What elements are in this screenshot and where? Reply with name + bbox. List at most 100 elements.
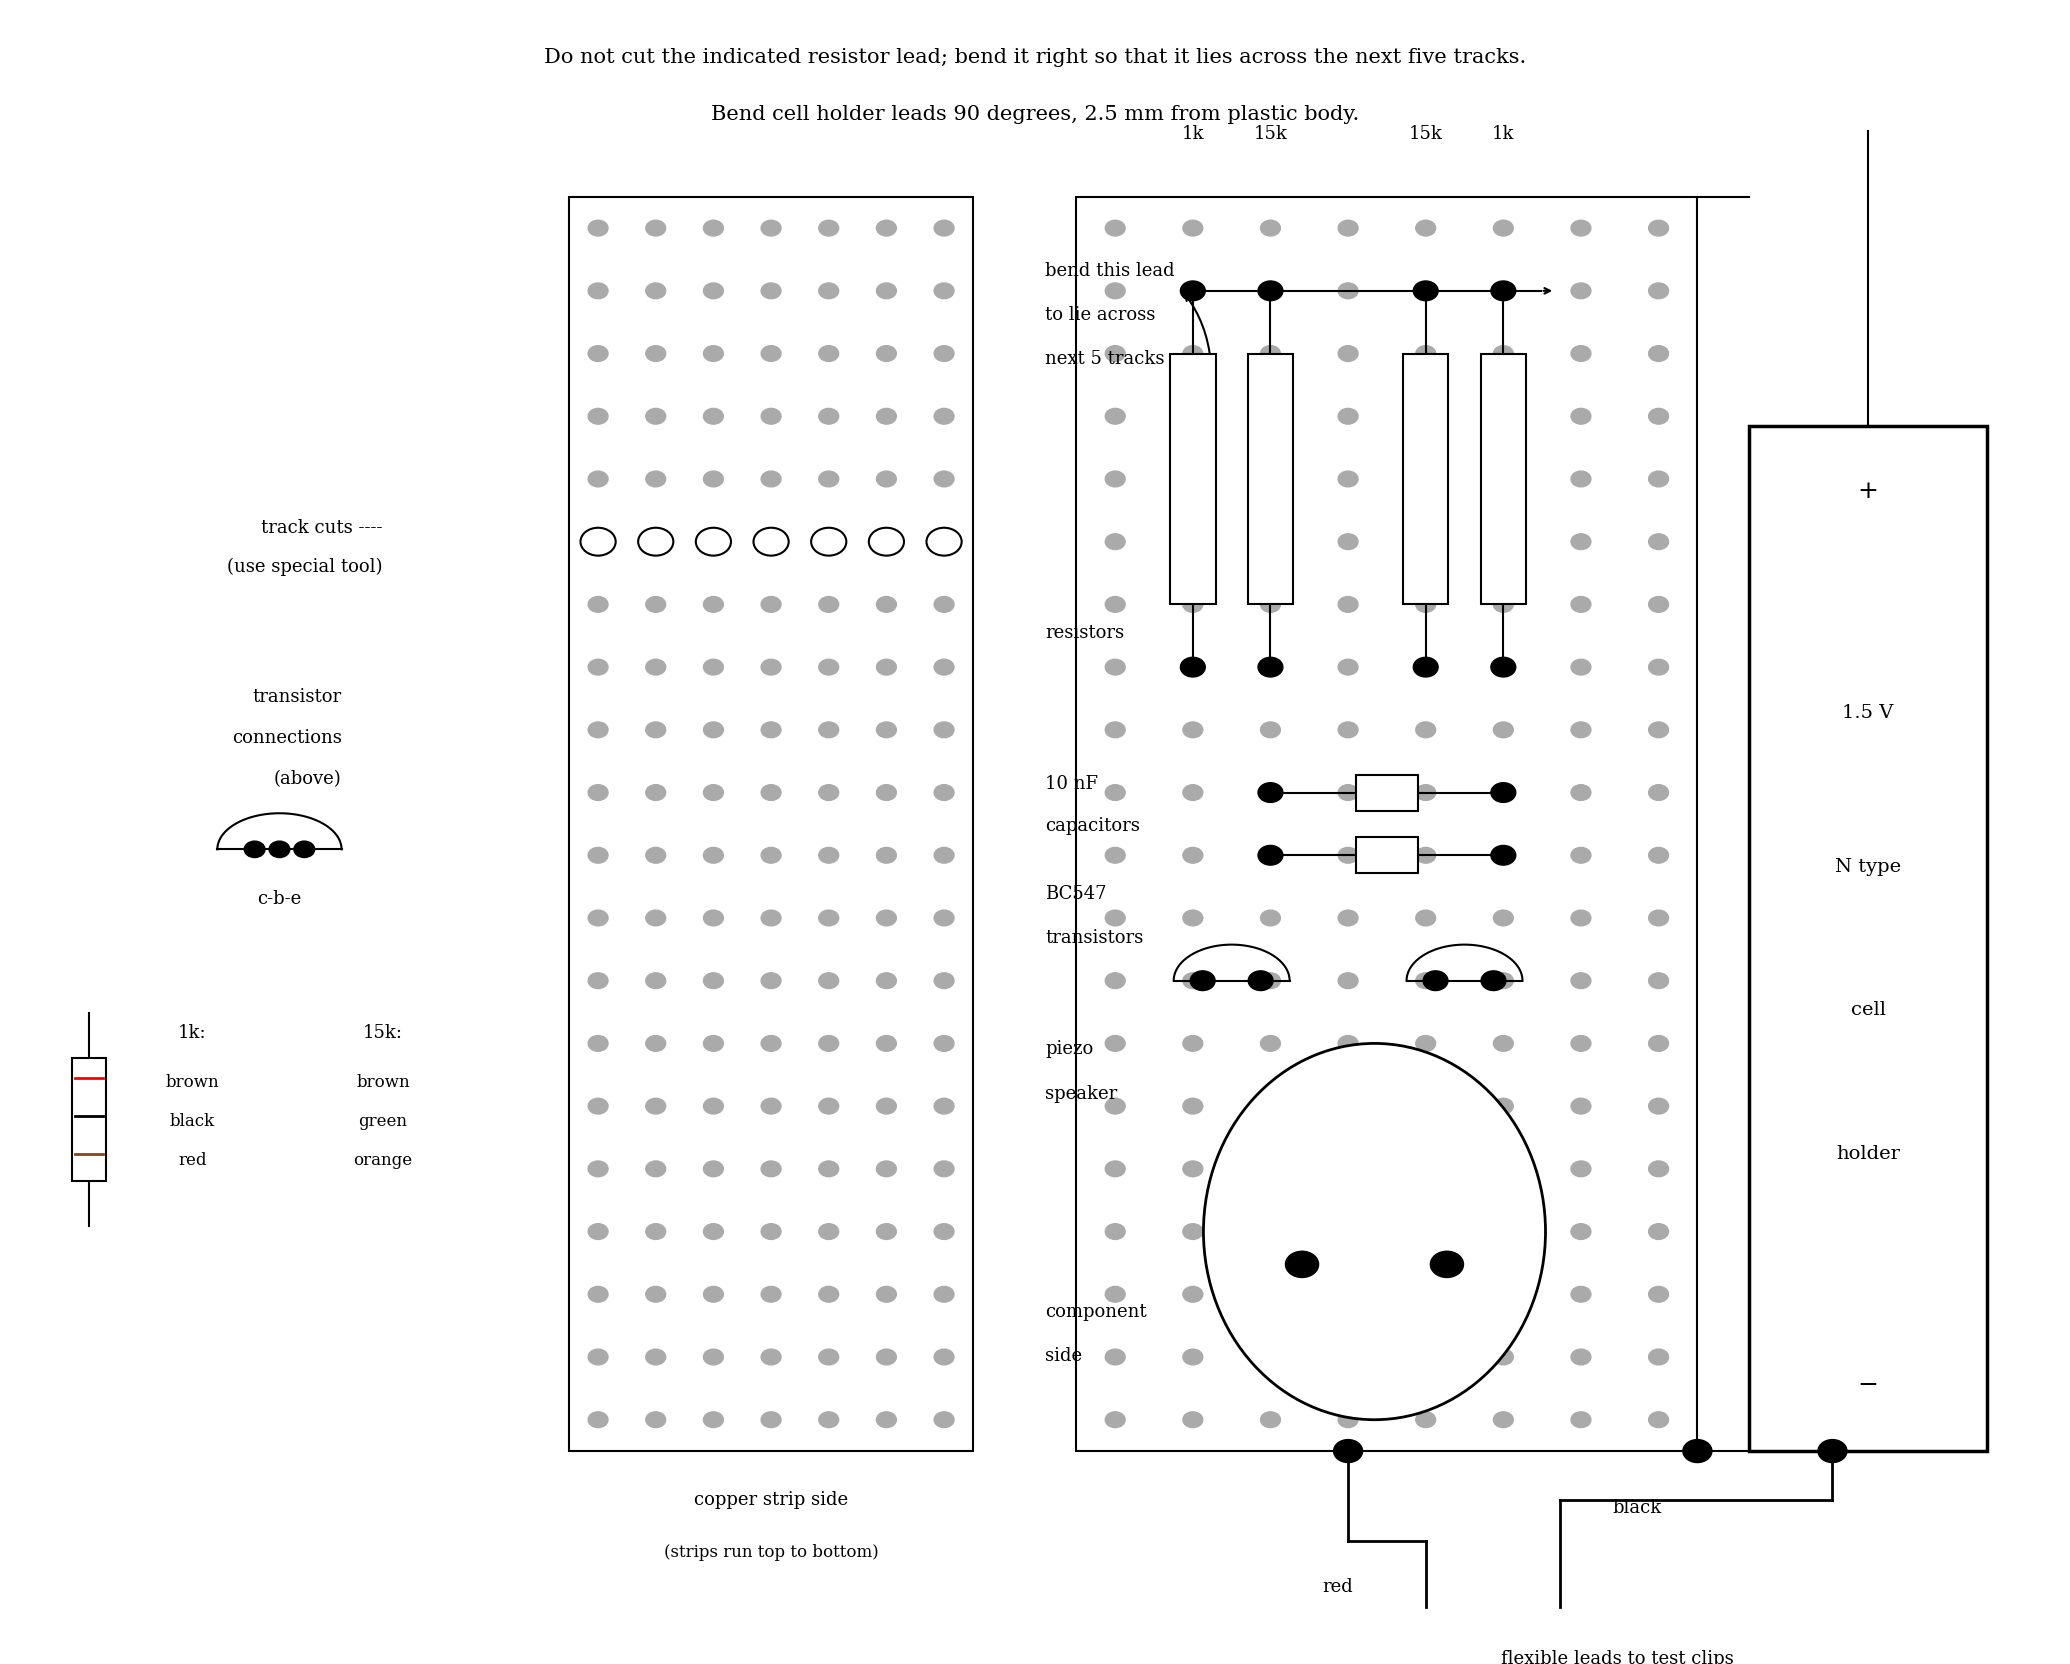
Text: connections: connections [232, 729, 342, 747]
Circle shape [1416, 283, 1437, 300]
Circle shape [1105, 1411, 1126, 1428]
Circle shape [1182, 1286, 1203, 1303]
Circle shape [1261, 973, 1281, 988]
Circle shape [1492, 1161, 1513, 1176]
Circle shape [1571, 283, 1592, 300]
Text: to lie across: to lie across [1045, 306, 1155, 324]
Circle shape [588, 910, 609, 925]
Circle shape [1105, 408, 1126, 424]
Circle shape [1571, 785, 1592, 800]
Circle shape [588, 847, 609, 864]
Circle shape [876, 1098, 896, 1113]
Circle shape [1492, 408, 1513, 424]
Circle shape [704, 785, 722, 800]
Text: transistor: transistor [253, 687, 342, 706]
Circle shape [753, 527, 789, 556]
Circle shape [762, 847, 780, 864]
Circle shape [1571, 1411, 1592, 1428]
Bar [1356, 774, 1418, 810]
Bar [1356, 837, 1418, 874]
Circle shape [1416, 722, 1437, 737]
Circle shape [876, 910, 896, 925]
Circle shape [934, 1098, 954, 1113]
Circle shape [762, 659, 780, 676]
Circle shape [934, 408, 954, 424]
Circle shape [1571, 596, 1592, 612]
Circle shape [1571, 220, 1592, 236]
Circle shape [1182, 346, 1203, 361]
Circle shape [762, 471, 780, 488]
Circle shape [1337, 1098, 1358, 1113]
Circle shape [588, 346, 609, 361]
Text: Bend cell holder leads 90 degrees, 2.5 mm from plastic body.: Bend cell holder leads 90 degrees, 2.5 m… [710, 105, 1360, 125]
Circle shape [1261, 346, 1281, 361]
Text: brown: brown [166, 1073, 219, 1090]
Text: brown: brown [356, 1073, 410, 1090]
Bar [1076, 196, 1697, 1451]
Text: component: component [1045, 1303, 1147, 1321]
Circle shape [1416, 659, 1437, 676]
Circle shape [646, 847, 667, 864]
Circle shape [1571, 910, 1592, 925]
Text: 15k: 15k [1254, 125, 1288, 143]
Text: red: red [1323, 1577, 1354, 1596]
Circle shape [1571, 471, 1592, 488]
Text: black: black [170, 1113, 215, 1130]
Circle shape [646, 1286, 667, 1303]
Circle shape [934, 1411, 954, 1428]
Circle shape [646, 471, 667, 488]
Text: (strips run top to bottom): (strips run top to bottom) [664, 1544, 878, 1561]
Circle shape [1648, 1350, 1668, 1364]
Text: piezo: piezo [1045, 1040, 1093, 1058]
Circle shape [934, 1350, 954, 1364]
Circle shape [588, 1350, 609, 1364]
Circle shape [704, 596, 722, 612]
Circle shape [1261, 722, 1281, 737]
Circle shape [1648, 722, 1668, 737]
Circle shape [876, 283, 896, 300]
Bar [72, 1058, 106, 1181]
Circle shape [1648, 1286, 1668, 1303]
Circle shape [820, 408, 838, 424]
Circle shape [762, 910, 780, 925]
Circle shape [934, 847, 954, 864]
Circle shape [1261, 283, 1281, 300]
Circle shape [1182, 722, 1203, 737]
Circle shape [1492, 1411, 1513, 1428]
Circle shape [1492, 847, 1513, 864]
Bar [1170, 353, 1215, 604]
Circle shape [704, 408, 722, 424]
Circle shape [1571, 659, 1592, 676]
Circle shape [1182, 283, 1203, 300]
Circle shape [1648, 408, 1668, 424]
Circle shape [820, 1286, 838, 1303]
Text: 1k:: 1k: [178, 1023, 207, 1042]
Text: c-b-e: c-b-e [257, 890, 302, 907]
Circle shape [1182, 1223, 1203, 1240]
Text: cell: cell [1851, 1002, 1886, 1020]
Circle shape [1648, 847, 1668, 864]
Circle shape [820, 659, 838, 676]
Circle shape [1182, 1411, 1203, 1428]
Circle shape [696, 527, 731, 556]
Circle shape [646, 973, 667, 988]
Circle shape [1416, 1350, 1437, 1364]
Circle shape [1648, 596, 1668, 612]
Circle shape [704, 1035, 722, 1052]
Circle shape [820, 596, 838, 612]
Circle shape [876, 1411, 896, 1428]
Circle shape [876, 1035, 896, 1052]
Circle shape [1285, 1251, 1319, 1278]
Circle shape [1337, 659, 1358, 676]
Bar [1248, 353, 1294, 604]
Circle shape [1105, 973, 1126, 988]
Circle shape [1571, 1223, 1592, 1240]
Circle shape [1648, 283, 1668, 300]
Circle shape [1571, 973, 1592, 988]
Circle shape [1261, 1411, 1281, 1428]
Circle shape [1492, 283, 1513, 300]
Circle shape [1571, 722, 1592, 737]
Circle shape [646, 346, 667, 361]
Circle shape [704, 1350, 722, 1364]
Circle shape [876, 722, 896, 737]
